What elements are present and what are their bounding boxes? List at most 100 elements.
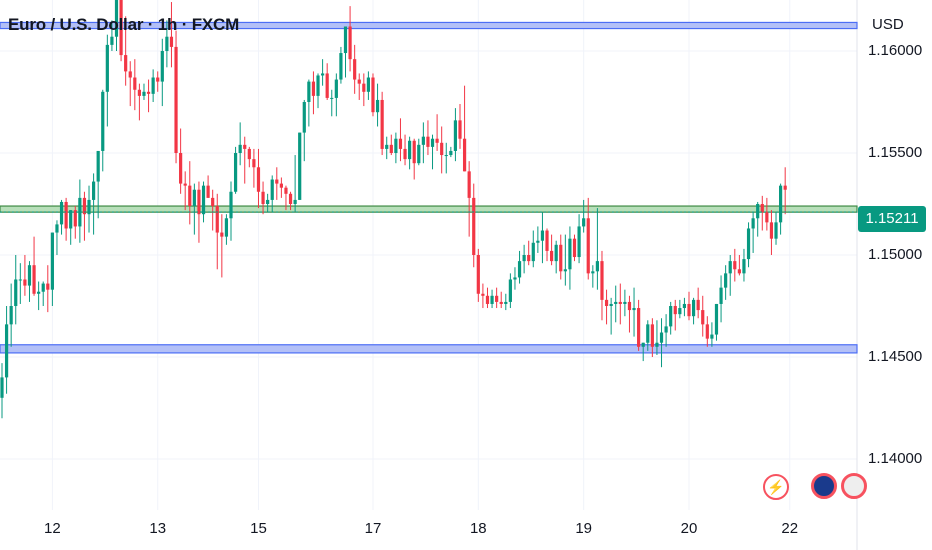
us-flag-icon[interactable] (841, 473, 867, 499)
candle-body (774, 222, 778, 239)
candle (279, 177, 283, 198)
candle (417, 138, 421, 166)
candle (27, 261, 32, 302)
candle-body (440, 142, 444, 156)
time-tick-label: 19 (575, 520, 592, 537)
candle (133, 59, 137, 111)
lightning-icon[interactable]: ⚡ (763, 474, 789, 500)
candle-body (783, 185, 787, 190)
time-tick-label: 20 (680, 520, 698, 537)
support-zone (0, 205, 858, 213)
candle-body (270, 179, 274, 200)
candle (128, 61, 132, 107)
time-tick-label: 17 (364, 520, 382, 537)
candle-body (165, 36, 169, 51)
time-tick-label: 15 (250, 520, 267, 537)
candle-body (266, 199, 270, 204)
candle (733, 248, 737, 282)
candle (137, 83, 141, 121)
candle (637, 299, 641, 351)
price-zones (0, 21, 858, 354)
candle-body (769, 222, 774, 239)
candle-body (101, 91, 105, 151)
candle (389, 134, 393, 156)
candle-body (609, 303, 613, 306)
candle-body (110, 36, 114, 45)
candle (41, 281, 45, 306)
candle-body (577, 226, 581, 258)
candle-body (779, 185, 783, 223)
candle-body (737, 269, 741, 274)
candle-body (659, 332, 664, 343)
candle (302, 99, 306, 162)
candle-body (82, 197, 87, 215)
candle-body (495, 295, 499, 302)
candle-body (114, 0, 119, 37)
candle (380, 91, 384, 156)
candle (261, 181, 265, 215)
candle-body (756, 204, 760, 219)
candle-body (582, 218, 586, 227)
candle (156, 71, 160, 92)
candle (609, 297, 613, 335)
candle-body (73, 210, 77, 227)
candle-body (9, 306, 13, 325)
candle-body (412, 140, 416, 164)
candle (760, 195, 764, 231)
candle-body (508, 279, 512, 302)
candle (485, 287, 490, 309)
candle-body (453, 120, 458, 151)
candle-body (618, 301, 622, 304)
candle (201, 181, 206, 223)
candle-body (293, 199, 297, 204)
candle-body (206, 185, 210, 198)
candle-body (426, 136, 430, 147)
candle-body (156, 77, 160, 82)
candle (32, 236, 36, 296)
candle-body (476, 255, 480, 294)
candle (252, 148, 256, 188)
candle-body (632, 308, 636, 311)
candle-body (421, 136, 425, 145)
candle-body (298, 132, 302, 200)
candle (449, 146, 453, 158)
demand-zone (0, 344, 858, 354)
candle (18, 263, 22, 304)
candle-body (252, 159, 256, 168)
candle-body (284, 187, 288, 194)
candle (311, 71, 316, 115)
candle-body (536, 240, 540, 243)
candle (646, 320, 650, 351)
candle (696, 287, 700, 319)
candle (119, 0, 123, 62)
candle-body (504, 301, 508, 304)
candle-body (719, 287, 723, 304)
eu-flag-icon[interactable] (811, 473, 837, 499)
candle-body (32, 265, 36, 294)
candle-body (403, 148, 407, 160)
candle (69, 210, 73, 245)
candle (288, 191, 293, 211)
candle-body (637, 308, 641, 347)
candle-body (550, 250, 554, 262)
candle (284, 185, 288, 211)
candle-body (449, 150, 453, 156)
candle (600, 250, 604, 321)
currency-label[interactable]: USD (872, 16, 904, 33)
candle-body (220, 232, 224, 237)
candle-body (137, 89, 141, 96)
price-tick-label: 1.15500 (868, 144, 923, 161)
candle (742, 248, 746, 282)
candle (779, 183, 783, 235)
candle (334, 73, 338, 117)
candle (23, 255, 27, 296)
candle-body (288, 193, 293, 204)
candle (293, 155, 297, 213)
candle-body (385, 144, 389, 149)
candle (746, 222, 751, 268)
candle-body (37, 291, 41, 294)
candle-body (275, 179, 279, 184)
candle (353, 44, 357, 94)
candle (678, 299, 682, 319)
